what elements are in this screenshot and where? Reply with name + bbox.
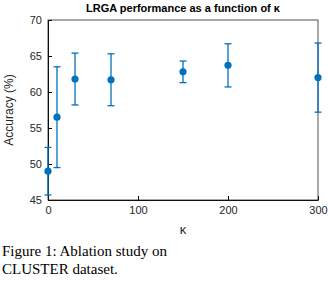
point <box>44 168 51 175</box>
x-tick-label: 300 <box>309 204 327 216</box>
error-cap <box>225 43 232 44</box>
y-tick-label: 45 <box>30 194 42 206</box>
x-tick: 200 <box>219 196 237 216</box>
x-tick-label: 200 <box>219 204 237 216</box>
error-cap <box>180 82 187 83</box>
error-cap <box>72 104 79 105</box>
x-tick-label: 100 <box>129 204 147 216</box>
y-tick-label: 65 <box>30 50 42 62</box>
x-axis-title: κ <box>180 222 187 237</box>
y-tick: 55 <box>30 122 52 134</box>
error-bar <box>54 67 61 168</box>
plot-frame <box>48 20 318 200</box>
title: LRGA performance as a function of κ <box>86 2 281 14</box>
caption: CLUSTER dataset. <box>2 261 118 277</box>
y-tick-mark <box>48 128 52 129</box>
x-tick-mark <box>228 196 229 200</box>
y-tick-mark <box>48 56 52 57</box>
caption: Figure 1: Ablation study on <box>2 243 168 259</box>
point <box>179 68 186 75</box>
error-cap <box>225 86 232 87</box>
error-bar <box>45 147 52 195</box>
error-cap <box>315 42 322 43</box>
y-axis-title: Accuracy (%) <box>2 74 16 145</box>
point <box>314 74 321 81</box>
error-cap <box>72 52 79 53</box>
point <box>224 62 231 69</box>
error-bar <box>315 43 322 112</box>
y-tick: 65 <box>30 50 52 62</box>
y-tick-mark <box>48 92 52 93</box>
y-tick-label: 50 <box>30 158 42 170</box>
point <box>53 114 60 121</box>
error-cap <box>180 60 187 61</box>
error-cap <box>315 112 322 113</box>
y-tick-label: 60 <box>30 86 42 98</box>
x-tick-mark <box>138 196 139 200</box>
error-cap <box>54 66 61 67</box>
y-tick: 60 <box>30 86 52 98</box>
error-cap <box>45 194 52 195</box>
error-bar <box>180 61 187 83</box>
error-bar <box>72 53 79 105</box>
error-cap <box>45 147 52 148</box>
error-cap <box>108 53 115 54</box>
x-tick: 100 <box>129 196 147 216</box>
error-cap <box>54 167 61 168</box>
x-axis: 0 100 200 300 <box>45 196 327 216</box>
x-tick: 300 <box>309 196 327 216</box>
data-layer <box>44 43 321 195</box>
error-cap <box>108 105 115 106</box>
point <box>107 76 114 83</box>
y-tick-label: 70 <box>30 14 42 26</box>
chart: 0 100 200 300 45 50 55 60 65 70 LRGA performance a… <box>0 0 328 282</box>
x-tick-label: 0 <box>45 204 51 216</box>
y-tick-label: 55 <box>30 122 42 134</box>
point <box>71 75 78 82</box>
y-axis: 45 50 55 60 65 70 <box>30 14 52 206</box>
error-bar <box>225 44 232 87</box>
error-bar <box>108 54 115 106</box>
